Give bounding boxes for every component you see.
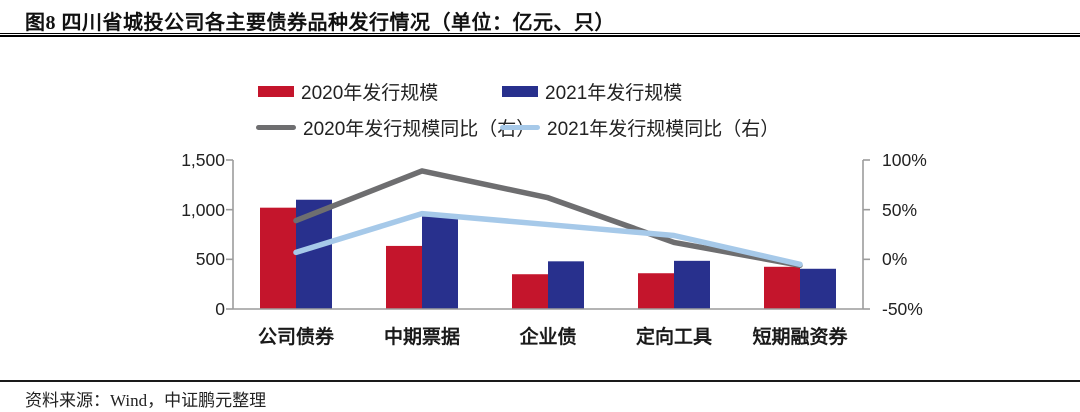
bar-red-0	[260, 207, 296, 309]
legend-label: 2021年发行规模同比（右）	[547, 118, 780, 140]
line-gray	[293, 168, 803, 269]
right-axis-tick-100: 100%	[882, 150, 927, 170]
left-axis-tick-0: 0	[215, 299, 225, 319]
legend-item-2020-line: 2020年发行规模同比（右）	[256, 116, 536, 140]
legend-swatch-red-bar	[258, 85, 294, 97]
left-axis-tick-500: 500	[195, 249, 225, 269]
left-axis-tick-1500: 1,500	[181, 150, 225, 170]
bar-red-1	[386, 245, 422, 309]
category-label-1: 公司债券	[257, 327, 334, 348]
figure-title: 图8 四川省城投公司各主要债券品种发行情况（单位：亿元、只）	[25, 12, 615, 34]
bar-red-2	[512, 274, 548, 309]
category-label-2: 中期票据	[383, 327, 460, 348]
line-light_blue	[293, 210, 803, 268]
left-axis-tick-1000: 1,000	[181, 200, 225, 220]
right-axis-tick-50: 50%	[882, 200, 918, 220]
category-label-3: 企业债	[519, 327, 577, 348]
bar-navy-2	[548, 261, 584, 309]
right-axis-tick-neg50: -50%	[882, 299, 923, 319]
legend-label: 2020年发行规模同比（右）	[303, 118, 536, 140]
legend-item-2020-bars: 2020年发行规模	[258, 80, 439, 104]
legend-label: 2021年发行规模	[545, 82, 683, 104]
legend-swatch-lightblue-line	[500, 124, 540, 130]
bar-red-4	[764, 266, 800, 309]
right-axis-tick-0: 0%	[882, 249, 908, 269]
source-note: 资料来源：Wind，中证鹏元整理	[25, 391, 267, 410]
bar-navy-1	[422, 216, 458, 309]
category-label-5: 短期融资券	[752, 327, 848, 348]
legend-swatch-navy-bar	[502, 85, 538, 97]
title-divider	[0, 33, 1080, 37]
legend-label: 2020年发行规模	[301, 82, 439, 104]
footer-divider	[0, 380, 1080, 382]
legend-item-2021-line: 2021年发行规模同比（右）	[500, 116, 780, 140]
legend-item-2021-bars: 2021年发行规模	[502, 80, 683, 104]
bar-navy-4	[800, 268, 836, 309]
category-label-4: 定向工具	[635, 327, 712, 348]
bar-navy-3	[674, 260, 710, 309]
bar-red-3	[638, 273, 674, 309]
legend-swatch-gray-line	[256, 124, 296, 130]
